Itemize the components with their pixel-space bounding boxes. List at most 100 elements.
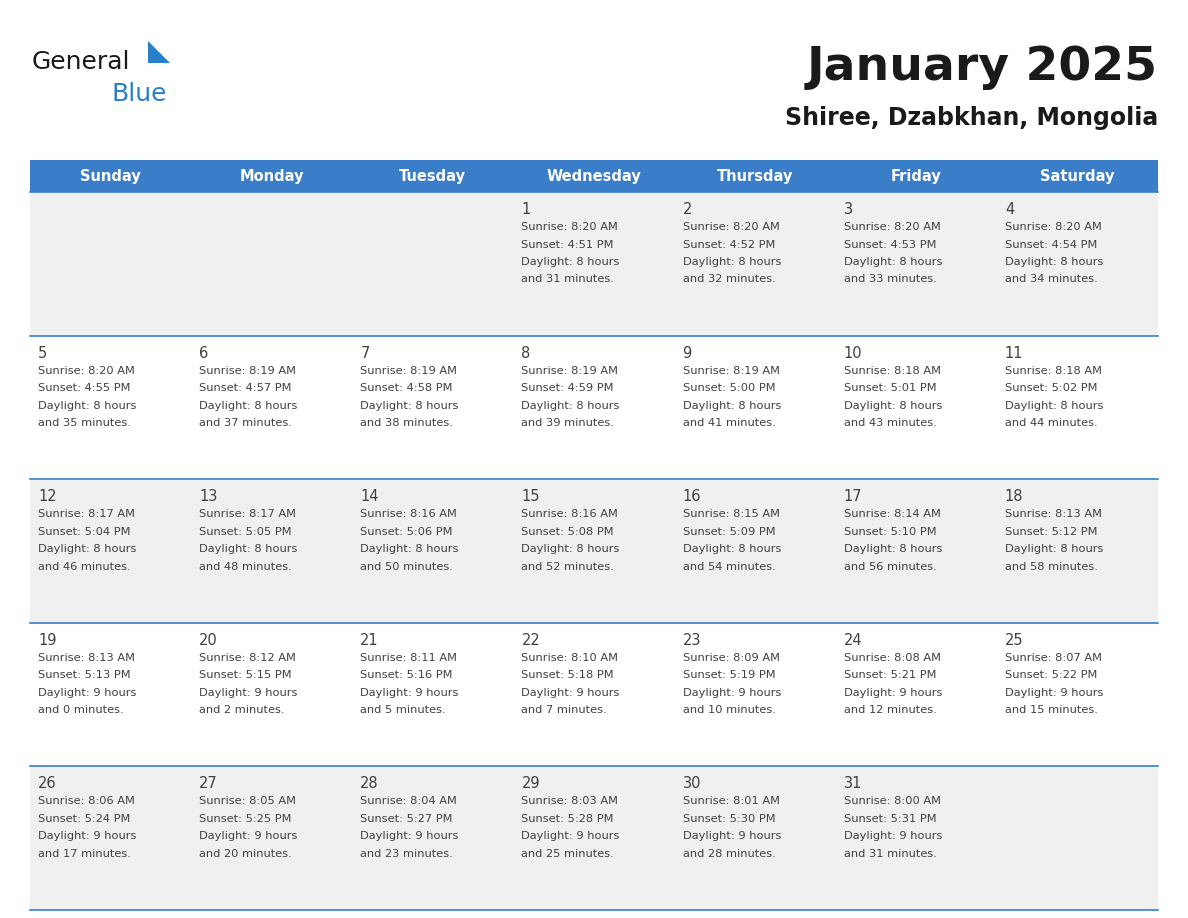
Text: 26: 26 bbox=[38, 777, 57, 791]
Text: Sunrise: 8:11 AM: Sunrise: 8:11 AM bbox=[360, 653, 457, 663]
Text: Daylight: 9 hours: Daylight: 9 hours bbox=[683, 688, 781, 698]
Text: Sunrise: 8:20 AM: Sunrise: 8:20 AM bbox=[843, 222, 941, 232]
Text: 18: 18 bbox=[1005, 489, 1023, 504]
Text: 22: 22 bbox=[522, 633, 541, 648]
Text: Sunrise: 8:20 AM: Sunrise: 8:20 AM bbox=[1005, 222, 1101, 232]
Text: Sunset: 5:12 PM: Sunset: 5:12 PM bbox=[1005, 527, 1098, 537]
Text: Daylight: 9 hours: Daylight: 9 hours bbox=[522, 688, 620, 698]
Bar bbox=[513, 336, 675, 479]
Text: Sunrise: 8:17 AM: Sunrise: 8:17 AM bbox=[200, 509, 296, 520]
Bar bbox=[675, 767, 835, 910]
Text: Sunset: 4:55 PM: Sunset: 4:55 PM bbox=[38, 383, 131, 393]
Bar bbox=[513, 160, 675, 192]
Text: Sunset: 4:59 PM: Sunset: 4:59 PM bbox=[522, 383, 614, 393]
Text: 21: 21 bbox=[360, 633, 379, 648]
Text: 12: 12 bbox=[38, 489, 57, 504]
Text: 16: 16 bbox=[683, 489, 701, 504]
Text: and 48 minutes.: and 48 minutes. bbox=[200, 562, 292, 572]
Text: Sunset: 5:13 PM: Sunset: 5:13 PM bbox=[38, 670, 131, 680]
Text: and 54 minutes.: and 54 minutes. bbox=[683, 562, 776, 572]
Text: Sunset: 5:22 PM: Sunset: 5:22 PM bbox=[1005, 670, 1098, 680]
Text: 24: 24 bbox=[843, 633, 862, 648]
Text: Wednesday: Wednesday bbox=[546, 169, 642, 184]
Text: and 43 minutes.: and 43 minutes. bbox=[843, 418, 936, 428]
Text: Sunrise: 8:13 AM: Sunrise: 8:13 AM bbox=[38, 653, 135, 663]
Bar bbox=[30, 479, 191, 622]
Text: and 20 minutes.: and 20 minutes. bbox=[200, 849, 292, 859]
Text: and 32 minutes.: and 32 minutes. bbox=[683, 274, 776, 285]
Text: Sunrise: 8:08 AM: Sunrise: 8:08 AM bbox=[843, 653, 941, 663]
Text: 9: 9 bbox=[683, 345, 691, 361]
Text: Sunday: Sunday bbox=[81, 169, 141, 184]
Text: and 10 minutes.: and 10 minutes. bbox=[683, 705, 776, 715]
Text: 27: 27 bbox=[200, 777, 217, 791]
Text: and 39 minutes.: and 39 minutes. bbox=[522, 418, 614, 428]
Text: Daylight: 9 hours: Daylight: 9 hours bbox=[200, 832, 297, 842]
Text: 20: 20 bbox=[200, 633, 217, 648]
Text: 17: 17 bbox=[843, 489, 862, 504]
Text: 11: 11 bbox=[1005, 345, 1023, 361]
Text: Daylight: 9 hours: Daylight: 9 hours bbox=[843, 688, 942, 698]
Text: 2: 2 bbox=[683, 202, 691, 217]
Text: 6: 6 bbox=[200, 345, 208, 361]
Text: and 38 minutes.: and 38 minutes. bbox=[360, 418, 453, 428]
Text: Sunrise: 8:16 AM: Sunrise: 8:16 AM bbox=[522, 509, 618, 520]
Bar bbox=[835, 160, 997, 192]
Text: Daylight: 8 hours: Daylight: 8 hours bbox=[843, 544, 942, 554]
Text: Sunrise: 8:17 AM: Sunrise: 8:17 AM bbox=[38, 509, 135, 520]
Text: Sunset: 5:00 PM: Sunset: 5:00 PM bbox=[683, 383, 776, 393]
Text: Daylight: 8 hours: Daylight: 8 hours bbox=[1005, 544, 1104, 554]
Text: Sunset: 5:28 PM: Sunset: 5:28 PM bbox=[522, 814, 614, 823]
Text: Sunset: 5:04 PM: Sunset: 5:04 PM bbox=[38, 527, 131, 537]
Text: Daylight: 8 hours: Daylight: 8 hours bbox=[200, 400, 297, 410]
Text: and 37 minutes.: and 37 minutes. bbox=[200, 418, 292, 428]
Text: Sunset: 5:10 PM: Sunset: 5:10 PM bbox=[843, 527, 936, 537]
Text: and 23 minutes.: and 23 minutes. bbox=[360, 849, 453, 859]
Text: Sunset: 5:25 PM: Sunset: 5:25 PM bbox=[200, 814, 291, 823]
Text: and 34 minutes.: and 34 minutes. bbox=[1005, 274, 1098, 285]
Bar bbox=[353, 767, 513, 910]
Text: Daylight: 8 hours: Daylight: 8 hours bbox=[683, 544, 781, 554]
Bar bbox=[353, 192, 513, 336]
Bar bbox=[191, 622, 353, 767]
Text: Daylight: 8 hours: Daylight: 8 hours bbox=[200, 544, 297, 554]
Bar bbox=[353, 479, 513, 622]
Text: Daylight: 8 hours: Daylight: 8 hours bbox=[360, 544, 459, 554]
Text: Sunrise: 8:13 AM: Sunrise: 8:13 AM bbox=[1005, 509, 1101, 520]
Text: Sunrise: 8:19 AM: Sunrise: 8:19 AM bbox=[360, 365, 457, 375]
Text: 15: 15 bbox=[522, 489, 539, 504]
Text: 30: 30 bbox=[683, 777, 701, 791]
Text: Sunrise: 8:19 AM: Sunrise: 8:19 AM bbox=[522, 365, 619, 375]
Text: Sunset: 5:21 PM: Sunset: 5:21 PM bbox=[843, 670, 936, 680]
Bar bbox=[513, 767, 675, 910]
Text: and 15 minutes.: and 15 minutes. bbox=[1005, 705, 1098, 715]
Bar bbox=[513, 622, 675, 767]
Bar bbox=[30, 336, 191, 479]
Bar bbox=[513, 479, 675, 622]
Text: Sunset: 4:53 PM: Sunset: 4:53 PM bbox=[843, 240, 936, 250]
Bar bbox=[997, 767, 1158, 910]
Bar bbox=[30, 767, 191, 910]
Text: Sunset: 4:54 PM: Sunset: 4:54 PM bbox=[1005, 240, 1098, 250]
Text: Daylight: 8 hours: Daylight: 8 hours bbox=[683, 257, 781, 267]
Text: Sunrise: 8:20 AM: Sunrise: 8:20 AM bbox=[38, 365, 135, 375]
Text: Sunrise: 8:18 AM: Sunrise: 8:18 AM bbox=[1005, 365, 1101, 375]
Text: Sunset: 4:51 PM: Sunset: 4:51 PM bbox=[522, 240, 614, 250]
Text: and 33 minutes.: and 33 minutes. bbox=[843, 274, 936, 285]
Text: and 56 minutes.: and 56 minutes. bbox=[843, 562, 936, 572]
Text: Sunset: 5:01 PM: Sunset: 5:01 PM bbox=[843, 383, 936, 393]
Bar bbox=[30, 622, 191, 767]
Bar bbox=[997, 192, 1158, 336]
Text: January 2025: January 2025 bbox=[807, 46, 1158, 91]
Text: Daylight: 8 hours: Daylight: 8 hours bbox=[1005, 400, 1104, 410]
Text: Daylight: 8 hours: Daylight: 8 hours bbox=[843, 400, 942, 410]
Bar bbox=[997, 336, 1158, 479]
Bar bbox=[675, 622, 835, 767]
Text: Daylight: 9 hours: Daylight: 9 hours bbox=[360, 832, 459, 842]
Text: Sunset: 5:06 PM: Sunset: 5:06 PM bbox=[360, 527, 453, 537]
Text: 23: 23 bbox=[683, 633, 701, 648]
Bar bbox=[191, 192, 353, 336]
Text: and 35 minutes.: and 35 minutes. bbox=[38, 418, 131, 428]
Text: Sunrise: 8:20 AM: Sunrise: 8:20 AM bbox=[683, 222, 779, 232]
Text: Daylight: 9 hours: Daylight: 9 hours bbox=[38, 832, 137, 842]
